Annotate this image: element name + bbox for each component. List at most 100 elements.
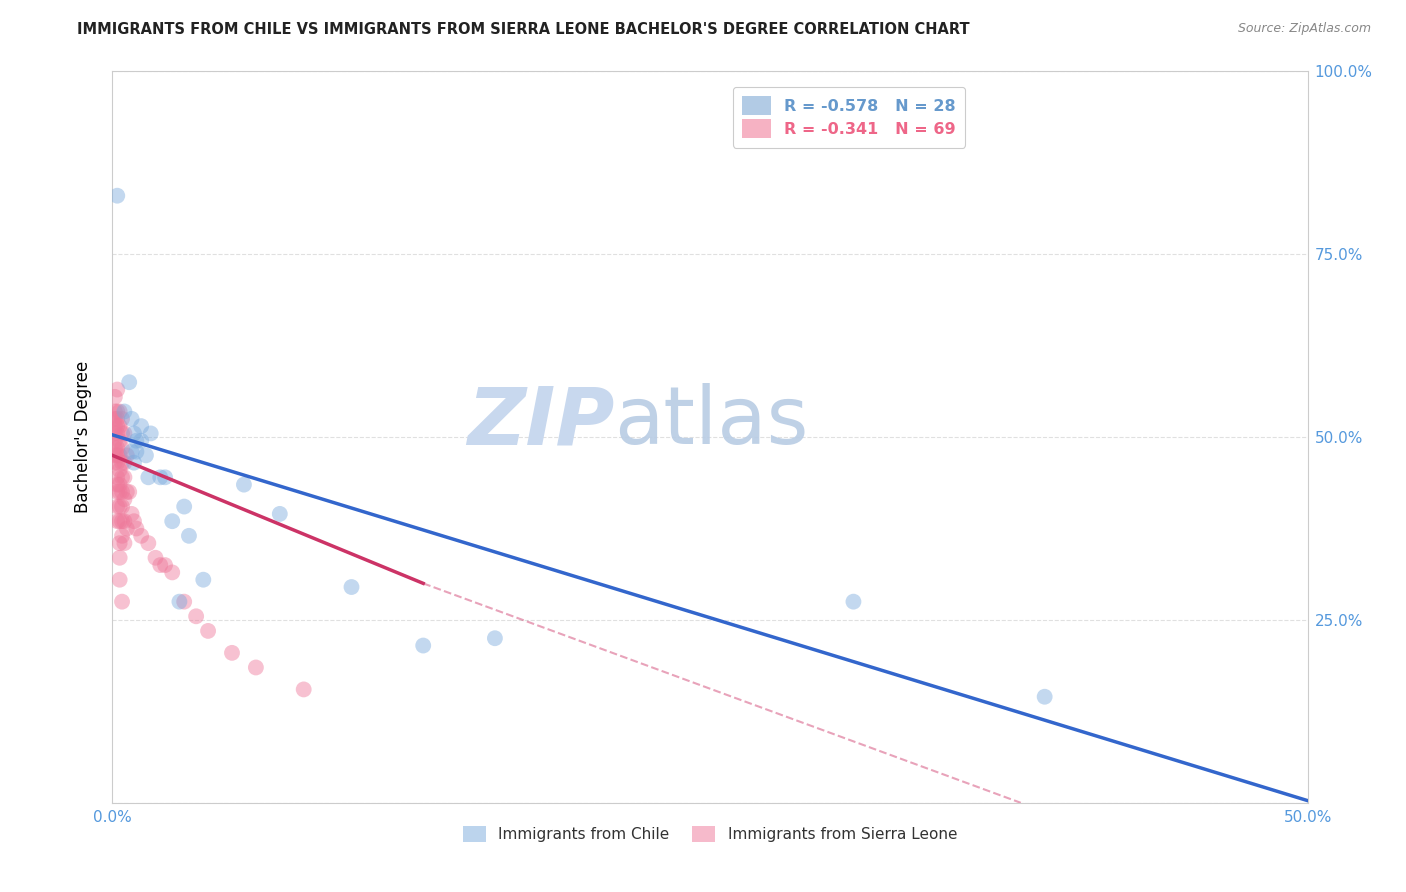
Point xyxy=(111,470,134,484)
Point xyxy=(108,500,131,514)
Point xyxy=(108,536,131,550)
Point xyxy=(169,594,191,608)
Point xyxy=(108,514,131,528)
Point xyxy=(177,529,200,543)
Text: ZIP: ZIP xyxy=(467,384,614,461)
Point xyxy=(105,441,128,455)
Point xyxy=(122,456,145,470)
Point xyxy=(162,566,183,580)
Point xyxy=(105,470,128,484)
Point xyxy=(105,477,128,491)
Point xyxy=(104,412,127,426)
Point xyxy=(111,594,134,608)
Point xyxy=(115,485,138,500)
Point xyxy=(221,646,243,660)
Point xyxy=(108,550,131,565)
Point xyxy=(173,500,195,514)
Point xyxy=(105,448,128,462)
Point xyxy=(108,573,131,587)
Point xyxy=(173,594,195,608)
Point xyxy=(122,426,145,441)
Y-axis label: Bachelor's Degree: Bachelor's Degree xyxy=(73,361,91,513)
Point xyxy=(105,404,128,418)
Text: IMMIGRANTS FROM CHILE VS IMMIGRANTS FROM SIERRA LEONE BACHELOR'S DEGREE CORRELAT: IMMIGRANTS FROM CHILE VS IMMIGRANTS FROM… xyxy=(77,22,970,37)
Point xyxy=(129,419,152,434)
Point xyxy=(111,441,134,455)
Point xyxy=(145,550,167,565)
Point xyxy=(105,188,128,202)
Point xyxy=(111,500,134,514)
Point xyxy=(197,624,219,638)
Point xyxy=(105,456,128,470)
Point xyxy=(139,426,162,441)
Point xyxy=(105,419,128,434)
Point xyxy=(1033,690,1056,704)
Point xyxy=(125,434,148,448)
Point xyxy=(186,609,208,624)
Point xyxy=(104,441,127,455)
Point xyxy=(105,500,128,514)
Point xyxy=(108,448,131,462)
Point xyxy=(121,412,143,426)
Point xyxy=(104,404,127,418)
Point xyxy=(149,558,172,573)
Point xyxy=(114,536,135,550)
Point xyxy=(104,426,127,441)
Point xyxy=(108,419,131,434)
Point xyxy=(104,419,127,434)
Point xyxy=(108,485,131,500)
Point xyxy=(114,456,135,470)
Point xyxy=(162,514,183,528)
Point xyxy=(111,485,134,500)
Point xyxy=(138,470,160,484)
Point xyxy=(118,485,141,500)
Point xyxy=(233,477,256,491)
Point xyxy=(114,514,135,528)
Point xyxy=(292,682,315,697)
Text: atlas: atlas xyxy=(614,384,808,461)
Text: Source: ZipAtlas.com: Source: ZipAtlas.com xyxy=(1237,22,1371,36)
Point xyxy=(340,580,363,594)
Point xyxy=(108,463,131,477)
Point xyxy=(104,434,127,448)
Point xyxy=(111,456,134,470)
Point xyxy=(104,390,127,404)
Point xyxy=(115,448,138,462)
Point xyxy=(114,404,135,418)
Point xyxy=(104,456,127,470)
Point xyxy=(111,426,134,441)
Point xyxy=(125,521,148,535)
Point xyxy=(114,492,135,507)
Point xyxy=(129,434,152,448)
Point xyxy=(105,514,128,528)
Point xyxy=(114,470,135,484)
Point xyxy=(121,444,143,458)
Point xyxy=(138,536,160,550)
Point xyxy=(193,573,215,587)
Point xyxy=(105,485,128,500)
Point xyxy=(118,376,141,390)
Legend: Immigrants from Chile, Immigrants from Sierra Leone: Immigrants from Chile, Immigrants from S… xyxy=(456,819,965,850)
Point xyxy=(149,470,172,484)
Point xyxy=(121,507,143,521)
Point xyxy=(108,434,131,448)
Point xyxy=(111,514,134,528)
Point xyxy=(153,470,176,484)
Point xyxy=(135,448,157,462)
Point xyxy=(114,426,135,441)
Point xyxy=(129,529,152,543)
Point xyxy=(484,632,506,646)
Point xyxy=(842,594,865,608)
Point xyxy=(108,404,131,418)
Point xyxy=(108,477,131,491)
Point xyxy=(111,412,134,426)
Point xyxy=(111,529,134,543)
Point xyxy=(269,507,291,521)
Point xyxy=(125,444,148,458)
Point xyxy=(105,412,128,426)
Point xyxy=(115,521,138,535)
Point xyxy=(412,639,434,653)
Point xyxy=(153,558,176,573)
Point xyxy=(105,426,128,441)
Point xyxy=(245,660,267,674)
